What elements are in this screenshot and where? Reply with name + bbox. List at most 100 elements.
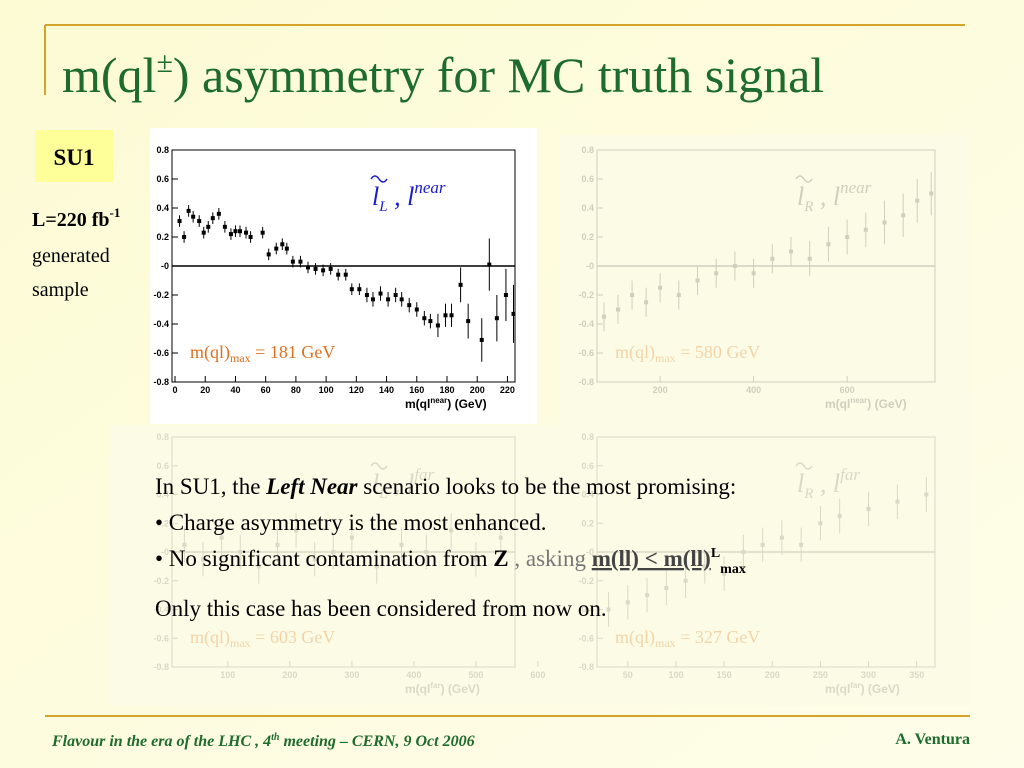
tilde (370, 462, 388, 470)
data-point (312, 557, 317, 562)
data-point (284, 246, 289, 251)
legend-sub: R (803, 199, 813, 215)
faded-panel (110, 425, 970, 705)
data-point (818, 521, 823, 526)
y-tick-label: 0.6 (581, 174, 594, 184)
data-point (837, 514, 842, 519)
y-tick-label: 0.8 (581, 432, 594, 442)
data-point (625, 600, 630, 605)
x-tick-label: 100 (319, 385, 334, 395)
y-tick-label: -0.8 (578, 377, 594, 387)
data-point (364, 293, 369, 297)
annotation-sub: max (655, 636, 676, 650)
y-tick-label: -0.2 (153, 290, 169, 300)
data-point (275, 542, 280, 547)
x-label-sup: near (850, 396, 867, 405)
badge: SU1 (54, 145, 95, 170)
x-label-text: ) (GeV) (861, 682, 900, 696)
data-point (386, 297, 391, 302)
data-point (494, 316, 499, 321)
data-point (602, 314, 607, 319)
data-point (201, 557, 206, 562)
data-point (343, 272, 348, 277)
annotation: m(ql)max = 327 GeV (615, 627, 760, 650)
data-point (915, 198, 920, 203)
note-line: In SU1, the Left Near scenario looks to … (155, 474, 736, 499)
legend-text: , l (813, 469, 840, 498)
y-tick-label: 0.2 (581, 232, 594, 242)
plot-panel (150, 128, 537, 424)
data-point (751, 271, 756, 276)
annotation-text: m(ql) (190, 342, 230, 363)
x-tick-label: 180 (439, 385, 454, 395)
y-tick-label: -0.2 (153, 576, 169, 586)
x-tick-label: 0 (173, 385, 178, 395)
data-point (645, 593, 650, 598)
legend-sup: far (840, 465, 860, 484)
data-point (435, 323, 440, 328)
annotation: m(ql)max = 603 GeV (190, 627, 335, 650)
annotation-text: = 580 GeV (676, 342, 761, 362)
annotation: m(ql)max = 181 GeV (190, 342, 335, 365)
footer-text: meeting – CERN, 9 Oct 2006 (279, 733, 474, 750)
x-tick-label: 220 (500, 385, 515, 395)
legend: lR , lfar (797, 465, 860, 502)
data-point (929, 191, 934, 196)
title-sup: ± (156, 46, 172, 79)
data-point (274, 246, 279, 251)
data-point (294, 528, 299, 533)
x-tick-label: 300 (344, 670, 359, 680)
data-point (826, 242, 831, 247)
x-tick-label: 160 (409, 385, 424, 395)
data-point (336, 272, 341, 277)
x-axis-label: m(qlfar) (GeV) (405, 681, 480, 696)
annotation: m(ql)max = 580 GeV (615, 342, 760, 365)
y-tick-label: -0.6 (578, 633, 594, 643)
data-point (466, 319, 471, 324)
data-point (197, 219, 202, 224)
data-point (374, 564, 379, 569)
data-point (644, 300, 649, 305)
footer-sup: th (271, 732, 280, 743)
data-point (714, 271, 719, 276)
y-tick-label: -0.8 (153, 662, 169, 672)
y-tick-label: -0.8 (153, 377, 169, 387)
data-point (449, 528, 454, 533)
note-emph: Left Near (265, 474, 358, 499)
data-point (210, 216, 215, 221)
x-label-text: m(ql (825, 397, 850, 411)
note: In SU1, the Left Near scenario looks to … (155, 474, 746, 621)
data-point (313, 266, 318, 271)
footer-left: Flavour in the era of the LHC , 4th meet… (51, 732, 475, 750)
y-tick-label: 0.8 (581, 145, 594, 155)
data-point (321, 268, 326, 273)
data-point (219, 535, 224, 540)
data-point (498, 535, 503, 540)
data-point (266, 252, 271, 257)
data-point (216, 211, 221, 216)
x-tick-label: 300 (861, 670, 876, 680)
y-tick-label: -0 (161, 261, 169, 271)
y-tick-label: -0.6 (153, 348, 169, 358)
lumi: L=220 fb-1 (32, 205, 120, 231)
legend-text: , l (388, 469, 415, 498)
data-point (428, 319, 433, 324)
y-tick-label: -0.4 (578, 319, 594, 329)
x-tick-label: 400 (406, 670, 421, 680)
legend-sup: near (840, 178, 872, 197)
note-text: , asking (509, 546, 592, 571)
data-point (393, 293, 398, 297)
data-point (357, 287, 362, 292)
data-point (901, 213, 906, 218)
x-label-text: m(ql (825, 682, 850, 696)
annotation-sub: max (655, 351, 676, 365)
x-label-text: ) (GeV) (447, 397, 486, 411)
data-point (186, 208, 191, 213)
title-rest: ) asymmetry for MC truth signal (173, 47, 824, 103)
x-tick-label: 200 (765, 670, 780, 680)
data-point (407, 303, 412, 308)
note-text: In SU1, the (155, 474, 266, 499)
x-label-text: ) (GeV) (441, 682, 480, 696)
sidebar-line: generated (32, 245, 110, 267)
legend-text: l (797, 469, 804, 498)
